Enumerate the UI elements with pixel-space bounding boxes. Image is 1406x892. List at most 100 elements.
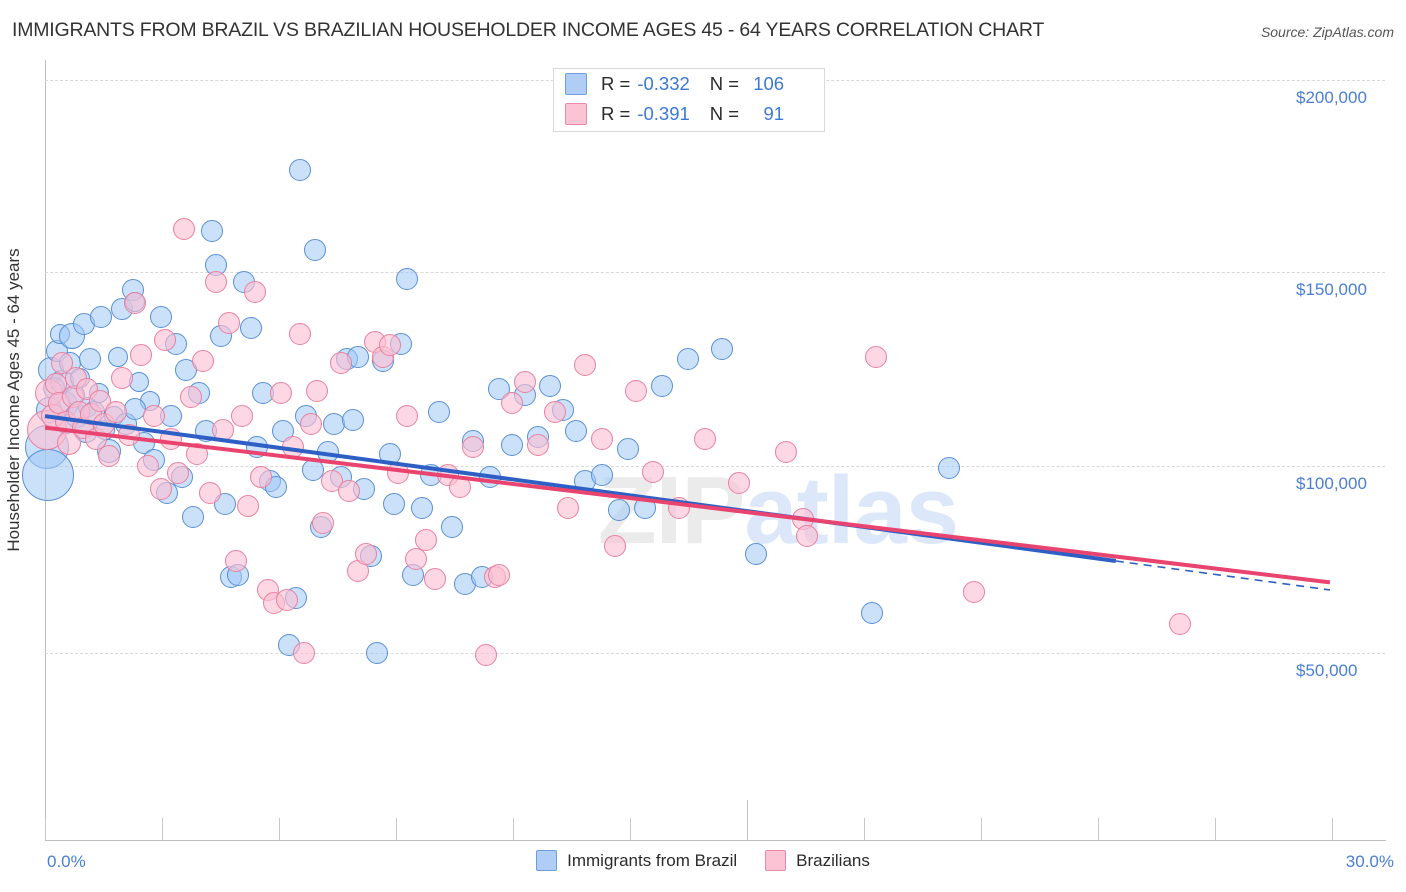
scatter-point[interactable] — [590, 428, 613, 451]
scatter-point[interactable] — [607, 498, 630, 521]
scatter-point[interactable] — [539, 374, 562, 397]
scatter-point[interactable] — [22, 449, 75, 502]
scatter-point[interactable] — [378, 334, 401, 357]
legend-item-immigrants[interactable]: Immigrants from Brazil — [536, 850, 737, 871]
legend-item-brazilians[interactable]: Brazilians — [765, 850, 870, 871]
scatter-point[interactable] — [500, 391, 523, 414]
scatter-point[interactable] — [51, 351, 74, 374]
scatter-point[interactable] — [395, 405, 418, 428]
scatter-point[interactable] — [423, 567, 446, 590]
scatter-point[interactable] — [153, 328, 176, 351]
scatter-point[interactable] — [136, 454, 159, 477]
scatter-point[interactable] — [616, 437, 639, 460]
scatter-point[interactable] — [404, 548, 427, 571]
scatter-point[interactable] — [475, 643, 498, 666]
y-axis-tick-label: $200,000 — [1296, 88, 1367, 107]
scatter-point[interactable] — [179, 386, 202, 409]
scatter-point[interactable] — [775, 441, 798, 464]
scatter-point[interactable] — [860, 601, 883, 624]
scatter-point[interactable] — [237, 494, 260, 517]
y-axis-tick-label: $100,000 — [1296, 474, 1367, 493]
scatter-point[interactable] — [205, 271, 228, 294]
scatter-point[interactable] — [440, 515, 463, 538]
y-axis-title: Householder Income Ages 45 - 64 years — [4, 248, 23, 552]
scatter-point[interactable] — [111, 366, 134, 389]
scatter-point[interactable] — [488, 563, 511, 586]
scatter-point[interactable] — [250, 466, 273, 489]
scatter-point[interactable] — [149, 305, 172, 328]
scatter-point[interactable] — [213, 493, 236, 516]
scatter-point[interactable] — [693, 428, 716, 451]
scatter-point[interactable] — [231, 405, 254, 428]
series-swatch-pink-icon — [565, 103, 587, 125]
scatter-point[interactable] — [462, 435, 485, 458]
scatter-point[interactable] — [218, 311, 241, 334]
scatter-point[interactable] — [864, 345, 887, 368]
scatter-point[interactable] — [1169, 613, 1192, 636]
scatter-point[interactable] — [123, 292, 146, 315]
scatter-point[interactable] — [243, 281, 266, 303]
x-axis-tick — [162, 818, 163, 840]
scatter-point[interactable] — [395, 267, 418, 290]
scatter-point[interactable] — [276, 588, 298, 611]
scatter-point[interactable] — [305, 380, 328, 403]
scatter-point[interactable] — [78, 347, 101, 370]
scatter-point[interactable] — [198, 481, 221, 504]
scatter-point[interactable] — [428, 401, 451, 424]
scatter-point[interactable] — [526, 433, 549, 456]
scatter-point[interactable] — [556, 496, 579, 519]
scatter-point[interactable] — [239, 317, 262, 340]
scatter-point[interactable] — [410, 496, 433, 519]
scatter-point[interactable] — [104, 401, 127, 424]
scatter-point[interactable] — [625, 380, 648, 403]
scatter-point[interactable] — [383, 493, 406, 516]
scatter-point[interactable] — [201, 219, 224, 242]
scatter-point[interactable] — [329, 351, 352, 374]
scatter-point[interactable] — [937, 456, 960, 479]
scatter-point[interactable] — [500, 433, 523, 456]
scatter-point[interactable] — [107, 346, 128, 367]
scatter-point[interactable] — [963, 580, 986, 603]
scatter-point[interactable] — [130, 344, 153, 367]
scatter-point[interactable] — [303, 238, 326, 261]
scatter-point[interactable] — [186, 443, 209, 466]
scatter-point[interactable] — [288, 158, 311, 181]
scatter-point[interactable] — [513, 370, 536, 393]
scatter-point[interactable] — [166, 462, 189, 485]
scatter-point[interactable] — [676, 347, 699, 370]
scatter-point[interactable] — [573, 353, 596, 376]
scatter-point[interactable] — [543, 401, 566, 424]
scatter-point[interactable] — [312, 512, 335, 535]
scatter-point[interactable] — [175, 359, 198, 382]
scatter-point[interactable] — [269, 382, 292, 405]
scatter-point[interactable] — [727, 472, 750, 494]
scatter-point[interactable] — [642, 460, 665, 483]
y-axis-tick-label: $50,000 — [1296, 661, 1358, 680]
scatter-point[interactable] — [224, 550, 247, 573]
scatter-point[interactable] — [650, 374, 673, 397]
gridline — [45, 466, 1385, 467]
scatter-point[interactable] — [299, 412, 322, 435]
scatter-point[interactable] — [98, 445, 121, 468]
scatter-point[interactable] — [173, 217, 196, 240]
scatter-point[interactable] — [745, 542, 768, 565]
scatter-point[interactable] — [603, 535, 626, 558]
scatter-point[interactable] — [355, 542, 378, 565]
n-label-blue: N = — [709, 73, 740, 94]
scatter-point[interactable] — [338, 479, 361, 502]
scatter-point[interactable] — [590, 464, 613, 487]
scatter-point[interactable] — [192, 349, 215, 372]
scatter-point[interactable] — [89, 305, 112, 328]
scatter-point[interactable] — [796, 525, 819, 548]
scatter-point[interactable] — [415, 529, 438, 552]
gridline — [45, 653, 1385, 654]
scatter-point[interactable] — [149, 477, 172, 500]
scatter-point[interactable] — [710, 338, 733, 361]
scatter-point[interactable] — [365, 642, 388, 664]
scatter-point[interactable] — [181, 506, 204, 529]
scatter-point[interactable] — [565, 420, 588, 443]
scatter-point[interactable] — [342, 408, 365, 431]
scatter-point[interactable] — [288, 323, 311, 346]
scatter-point[interactable] — [293, 642, 316, 664]
scatter-point[interactable] — [143, 405, 166, 428]
